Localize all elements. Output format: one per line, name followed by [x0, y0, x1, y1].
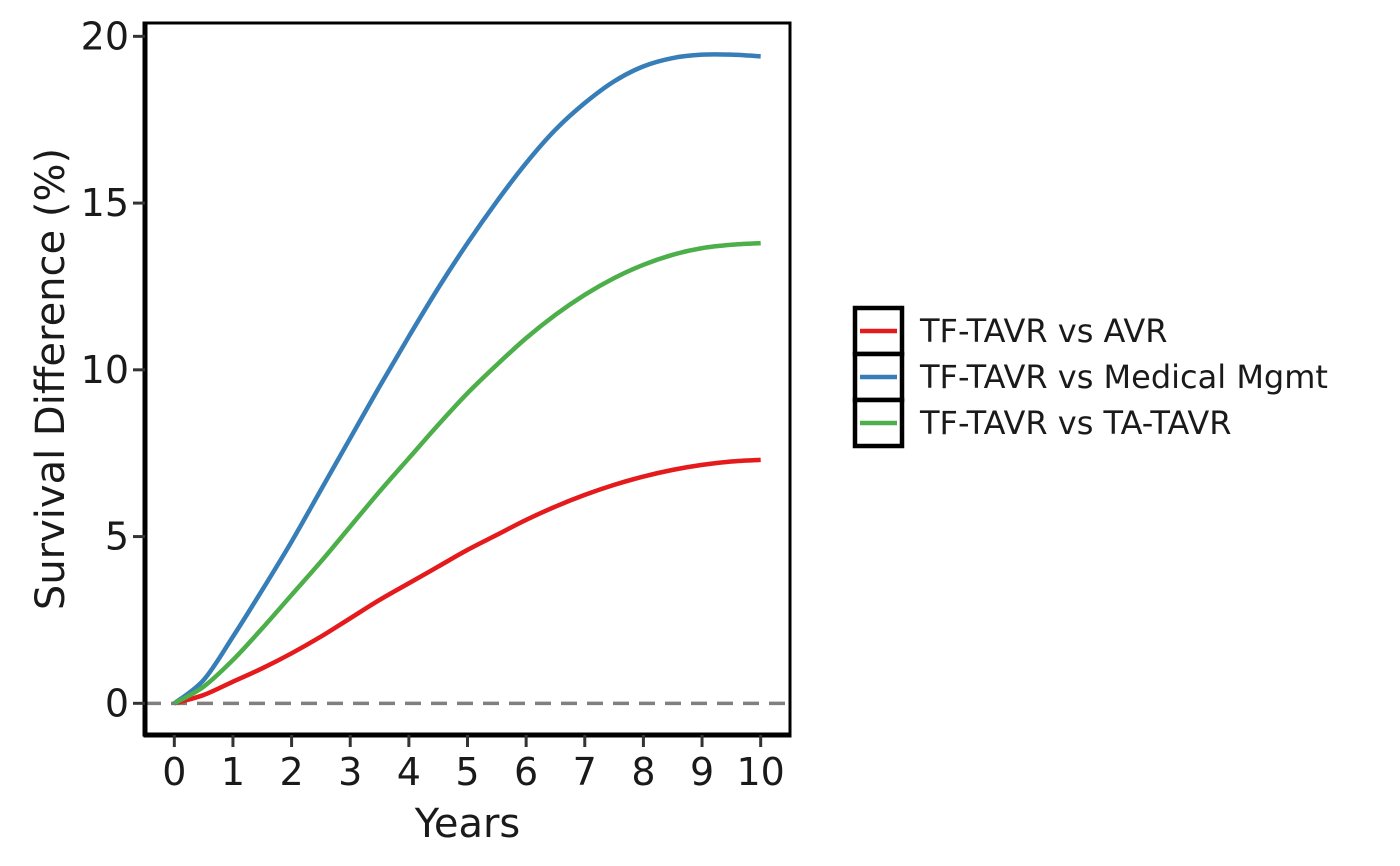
x-tick-label: 10: [737, 750, 785, 794]
panel-border: [143, 21, 792, 737]
legend: TF-TAVR vs AVR TF-TAVR vs Medical Mgmt TF-…: [852, 305, 1328, 449]
x-axis-title: Years: [414, 801, 521, 847]
y-tick-label: 10: [81, 348, 129, 392]
x-tick-label: 8: [631, 750, 655, 794]
series-layer: [172, 52, 761, 706]
legend-label: TF-TAVR vs AVR: [919, 312, 1168, 350]
plot-area: [143, 21, 792, 737]
x-tick-label: 7: [573, 750, 597, 794]
y-tick-label: 20: [81, 14, 129, 58]
series-line-tf-tavr-vs-medical-mgmt: [172, 52, 761, 706]
legend-label: TF-TAVR vs Medical Mgmt: [919, 358, 1328, 396]
series-line-tf-tavr-vs-avr: [173, 457, 761, 706]
x-tick-label: 3: [338, 750, 362, 794]
y-tick-label: 15: [81, 181, 129, 225]
y-tick-label: 5: [105, 515, 129, 559]
x-tick-label: 5: [455, 750, 479, 794]
x-tick-label: 4: [397, 750, 421, 794]
x-tick-label: 2: [279, 750, 303, 794]
x-tick-label: 0: [162, 750, 186, 794]
y-tick-label: 0: [105, 681, 129, 725]
legend-label: TF-TAVR vs TA-TAVR: [919, 404, 1231, 442]
x-tick-label: 9: [690, 750, 714, 794]
x-tick-label: 6: [514, 750, 538, 794]
x-tick-label: 1: [221, 750, 245, 794]
y-axis-title: Survival Difference (%): [28, 148, 74, 610]
series-line-tf-tavr-vs-ta-tavr: [173, 240, 761, 706]
